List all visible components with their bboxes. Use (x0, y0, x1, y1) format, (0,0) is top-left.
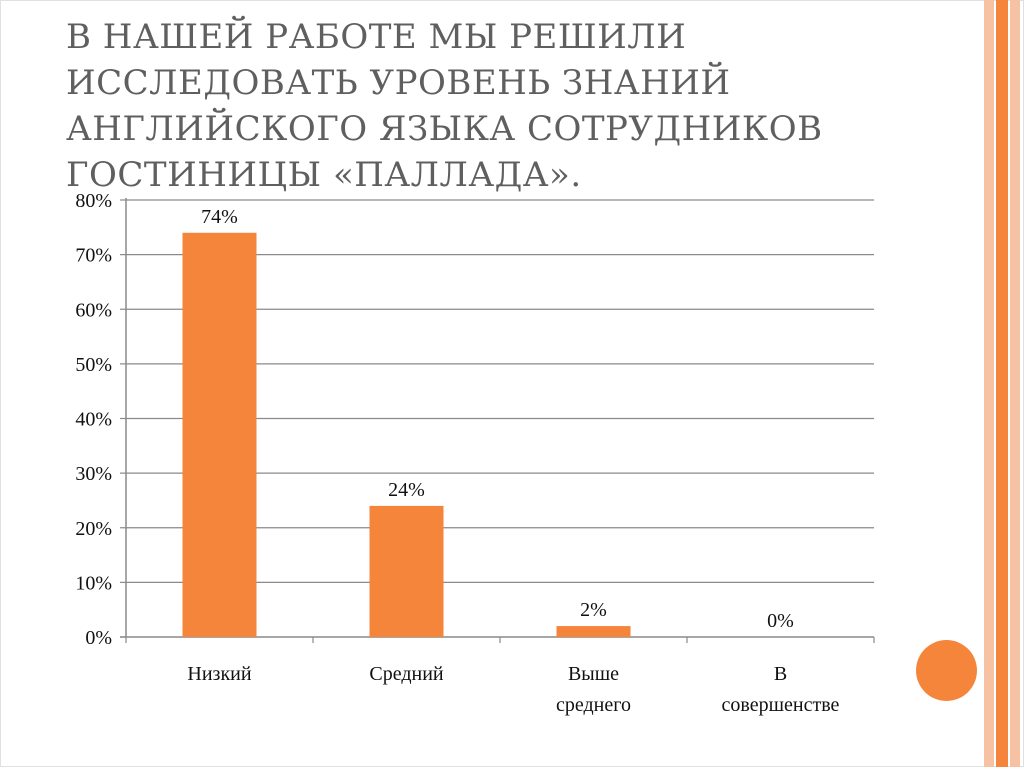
data-label: 74% (201, 206, 238, 228)
decorative-stripe (1010, 0, 1020, 767)
y-tick-label: 80% (75, 190, 112, 212)
bar (369, 505, 444, 637)
y-tick-label: 20% (75, 518, 112, 540)
decorative-circle (916, 640, 977, 701)
data-label: 2% (580, 599, 607, 621)
x-tick-label: Низкий (187, 663, 251, 685)
decorative-stripe (984, 0, 994, 767)
bar (556, 626, 631, 637)
y-tick-label: 10% (75, 572, 112, 594)
x-tick-label: Выше (568, 663, 619, 685)
y-tick-label: 0% (85, 627, 112, 649)
y-tick-label: 60% (75, 299, 112, 321)
bar (182, 232, 257, 637)
data-label: 0% (767, 610, 794, 632)
data-label: 24% (388, 479, 425, 501)
slide-title: В нашей работе мы решили исследовать уро… (66, 17, 823, 195)
x-tick-label: Средний (369, 663, 444, 685)
decorative-stripes (984, 0, 1024, 767)
decorative-stripe (996, 0, 1008, 767)
y-tick-label: 70% (75, 245, 112, 267)
x-tick-label: В (774, 663, 787, 685)
y-tick-label: 50% (75, 354, 112, 376)
x-tick-label: совершенстве (722, 694, 840, 716)
y-tick-label: 30% (75, 463, 112, 485)
y-tick-label: 40% (75, 409, 112, 431)
x-tick-label: среднего (556, 694, 631, 716)
